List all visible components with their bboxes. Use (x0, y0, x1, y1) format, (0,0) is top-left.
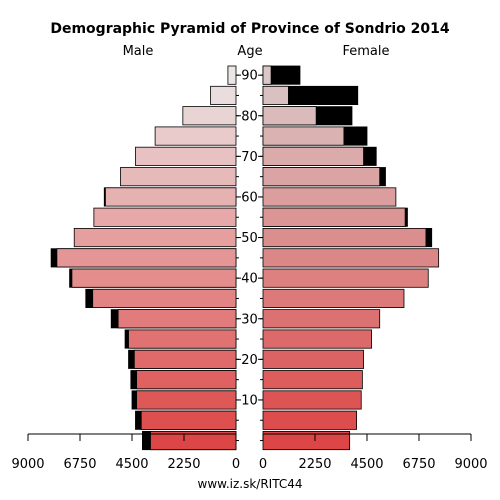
female-bar-15-19 (262, 370, 363, 390)
female-bar-50-54 (262, 227, 427, 248)
male-bar-30-34 (117, 309, 237, 329)
male-bar-80-84 (182, 106, 237, 126)
female-bar-20-24 (262, 349, 364, 369)
male-label: Male (123, 44, 154, 59)
female-x-tick-label: 0 (259, 457, 267, 472)
female-bar-40-44 (262, 268, 429, 288)
female-label: Female (342, 44, 389, 59)
female-bar-75-79 (262, 126, 345, 146)
female-x-tick-label: 4500 (350, 457, 383, 472)
male-bar-65-69 (120, 167, 237, 187)
male-x-tick-label: 4500 (115, 457, 148, 472)
male-bar-55-59 (93, 207, 237, 227)
female-bar-55-59 (262, 207, 406, 227)
female-bar-80-84 (262, 106, 317, 126)
age-tick-label: 40 (241, 272, 258, 287)
female-x-tick-label: 6750 (402, 457, 435, 472)
male-x-tick-label: 2250 (167, 457, 200, 472)
male-x-tick-label: 9000 (11, 457, 44, 472)
female-x-tick-label: 9000 (454, 457, 487, 472)
male-bar-20-24 (133, 349, 237, 369)
age-tick-label: 10 (241, 393, 258, 408)
age-tick-label: 90 (241, 69, 258, 84)
source-footer: www.iz.sk/RITC44 (198, 477, 303, 491)
age-tick-label: 70 (241, 150, 258, 165)
age-tick-label: 30 (241, 312, 258, 327)
female-bar-30-34 (262, 309, 381, 329)
male-bar-25-29 (128, 329, 237, 349)
chart-title: Demographic Pyramid of Province of Sondr… (50, 21, 450, 37)
male-bar-75-79 (154, 126, 237, 146)
male-bar-85-89 (210, 85, 237, 106)
age-tick-label: 20 (241, 353, 258, 368)
female-bar-70-74 (262, 146, 364, 166)
female-bar-35-39 (262, 288, 405, 308)
female-bar-85-89 (262, 85, 289, 106)
female-bar-25-29 (262, 329, 373, 349)
male-bar-40-44 (71, 268, 237, 288)
age-tick-label: 60 (241, 190, 258, 205)
male-bar-10-14 (136, 390, 237, 410)
male-bar-90+ (227, 65, 237, 85)
female-x-tick-label: 2250 (298, 457, 331, 472)
age-label: Age (237, 44, 262, 59)
male-bar-5-9 (140, 410, 237, 430)
female-bar-45-49 (262, 248, 440, 268)
female-bar-60-64 (262, 187, 397, 207)
male-x-tick-label: 0 (232, 457, 240, 472)
bars-group (50, 65, 440, 451)
male-bar-35-39 (92, 288, 237, 308)
male-bar-70-74 (135, 146, 237, 166)
female-bar-90+ (262, 65, 272, 85)
male-x-tick-label: 6750 (63, 457, 96, 472)
female-bar-10-14 (262, 390, 362, 410)
male-bar-15-19 (136, 370, 237, 390)
axes-group: 10 20 30 40 50 60 70 80 90 9000 6750 4500 2250 0 0 2250… (11, 69, 487, 472)
female-bar-5-9 (262, 410, 357, 430)
male-bar-45-49 (56, 248, 237, 268)
age-tick-label: 80 (241, 109, 258, 124)
male-bar-60-64 (105, 187, 237, 207)
female-bar-65-69 (262, 167, 381, 187)
age-tick-label: 50 (241, 231, 258, 246)
male-bar-50-54 (73, 227, 237, 248)
